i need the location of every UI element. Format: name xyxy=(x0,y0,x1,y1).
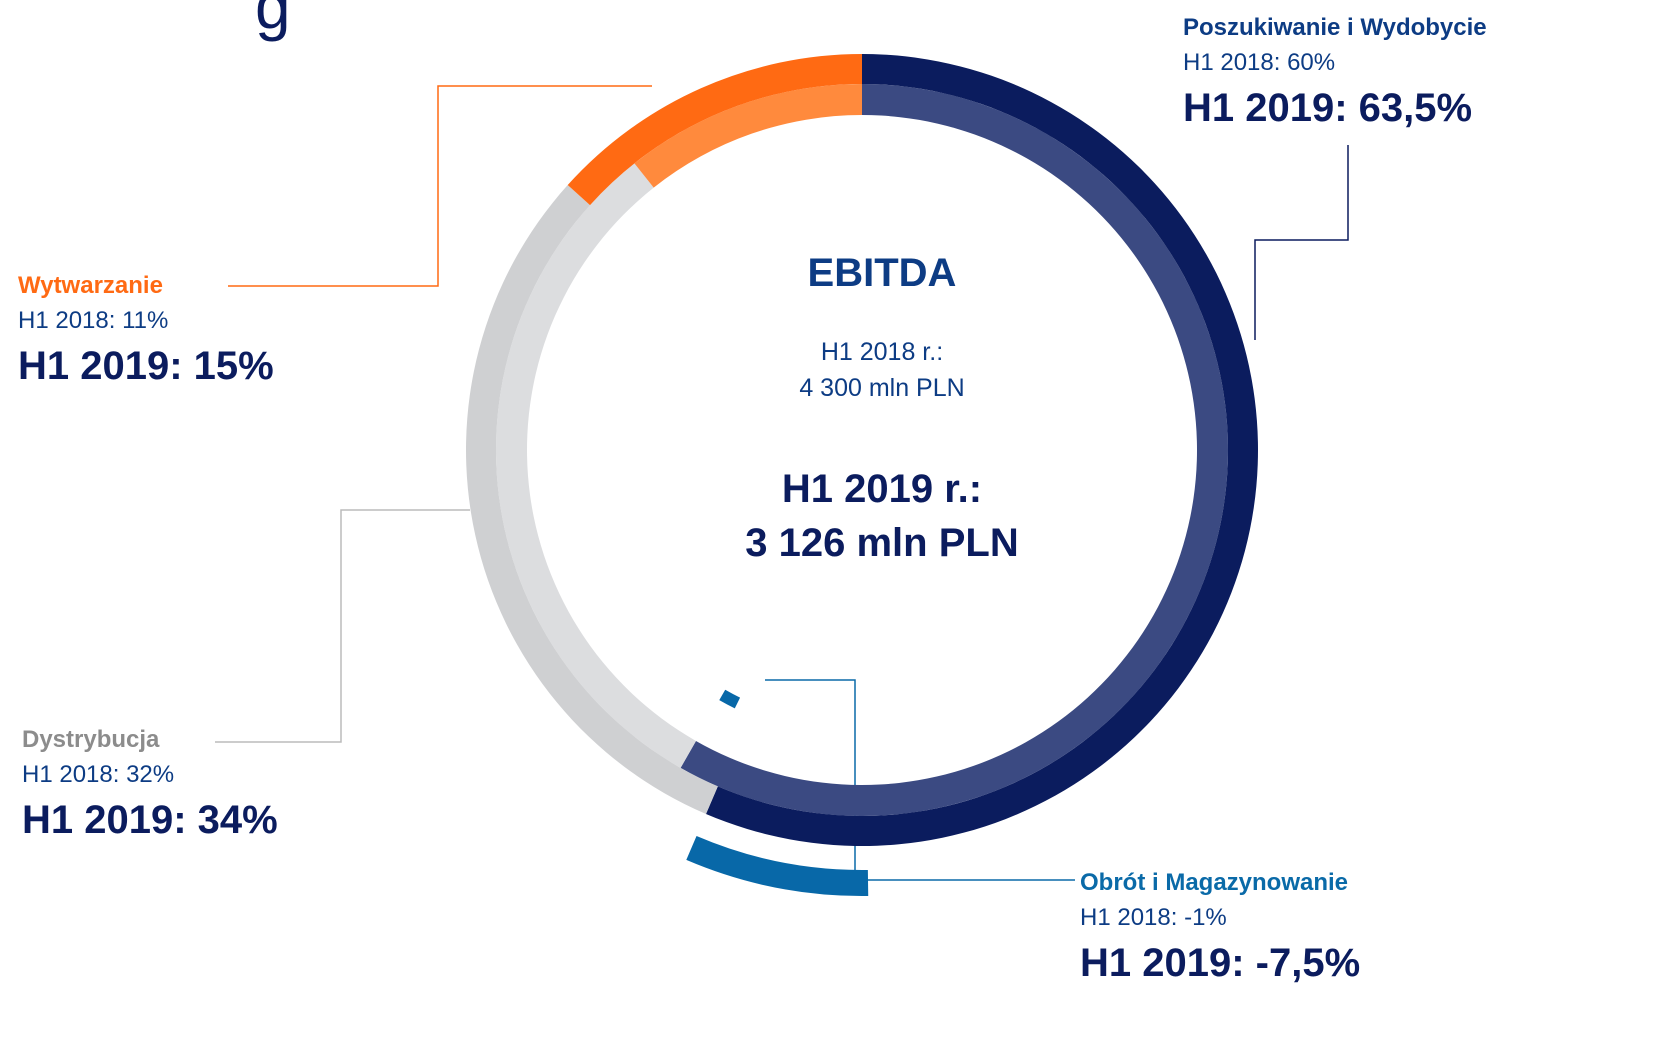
donut-segment xyxy=(567,54,862,206)
legend-label: Dystrybucja xyxy=(22,726,160,753)
data-label: H1 2019: 34% xyxy=(22,798,278,842)
center-text: H1 2018 r.: xyxy=(821,338,943,366)
leader-line xyxy=(1254,145,1349,340)
data-label: H1 2019: -7,5% xyxy=(1080,941,1360,985)
chart-title: g xyxy=(255,0,291,42)
center-text: H1 2019 r.: xyxy=(782,467,982,511)
center-title: EBITDA xyxy=(808,251,957,295)
negative-segment xyxy=(719,689,741,709)
leader-line xyxy=(215,509,470,743)
donut-segment xyxy=(496,163,696,768)
legend-label: Wytwarzanie xyxy=(18,272,163,299)
leader-line xyxy=(228,85,652,287)
data-label: H1 2019: 15% xyxy=(18,344,274,388)
legend-label: Obrót i Magazynowanie xyxy=(1080,869,1348,896)
donut-segment xyxy=(466,185,718,814)
data-label: H1 2018: -1% xyxy=(1080,904,1227,931)
data-label: H1 2019: 63,5% xyxy=(1183,86,1472,130)
donut-segment xyxy=(634,84,862,188)
data-label: H1 2018: 32% xyxy=(22,761,174,788)
data-label: H1 2018: 11% xyxy=(18,307,168,334)
data-label: H1 2018: 60% xyxy=(1183,49,1335,76)
center-text: 3 126 mln PLN xyxy=(745,521,1018,565)
negative-segment xyxy=(686,836,869,897)
donut-segment xyxy=(705,54,1258,846)
center-text: 4 300 mln PLN xyxy=(799,374,964,402)
leader-line xyxy=(765,679,1075,881)
legend-label: Poszukiwanie i Wydobycie xyxy=(1183,14,1487,41)
